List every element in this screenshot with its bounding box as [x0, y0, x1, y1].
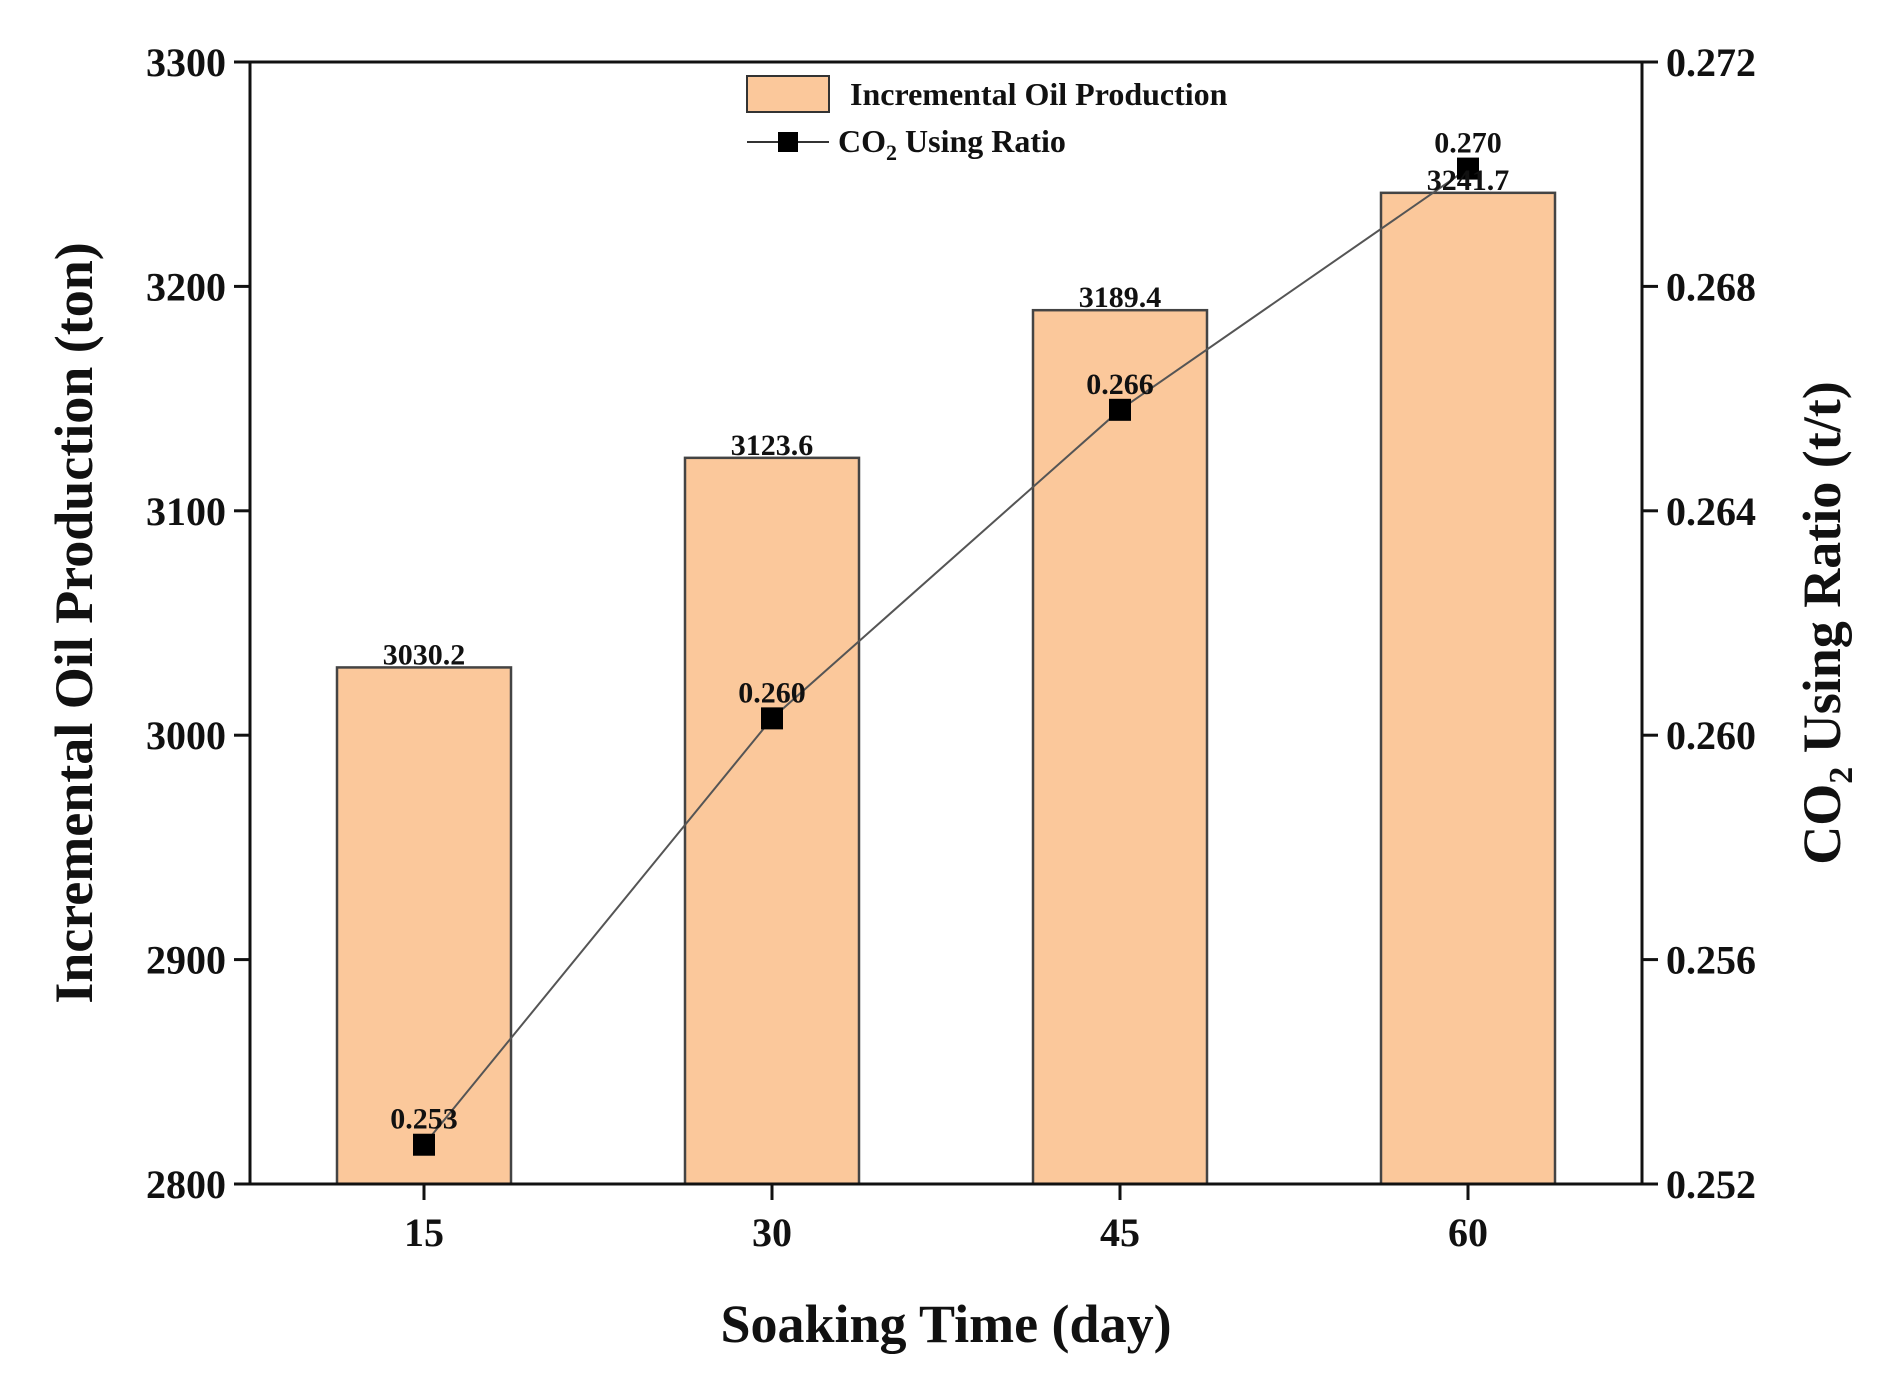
ratio-value-label-15: 0.253	[390, 1103, 458, 1136]
left-y-axis: 2800 2900 3000 3100 3200 3300	[146, 40, 250, 1207]
ratio-value-label-45: 0.266	[1086, 368, 1154, 401]
ratio-value-label-60: 0.270	[1434, 127, 1502, 160]
left-y-tick-label-3300: 3300	[146, 40, 226, 85]
legend-line-marker	[778, 132, 798, 152]
ratio-point-60	[1457, 157, 1479, 180]
bar-value-label-30: 3123.6	[731, 429, 814, 462]
right-y-tick-label-0.268: 0.268	[1666, 264, 1756, 309]
legend-bar-label: Incremental Oil Production	[850, 76, 1228, 112]
left-y-tick-label-3100: 3100	[146, 489, 226, 534]
right-y-axis-title: CO2 Using Ratio (t/t)	[1792, 381, 1860, 864]
legend-line-label: CO2 Using Ratio	[838, 123, 1066, 165]
bar-value-label-45: 3189.4	[1079, 281, 1162, 314]
legend: Incremental Oil Production CO2 Using Rat…	[746, 75, 1228, 165]
bar-value-label-60: 3241.7	[1427, 164, 1510, 197]
right-y-axis: 0.252 0.256 0.260 0.264 0.268 0.272	[1642, 40, 1756, 1207]
x-axis-title: Soaking Time (day)	[720, 1294, 1171, 1354]
x-tick-label-15: 15	[404, 1210, 444, 1255]
bar-45	[1031, 308, 1209, 1186]
right-y-tick-label-0.272: 0.272	[1666, 40, 1756, 85]
bar-value-label-15: 3030.2	[383, 638, 466, 671]
left-y-axis-title: Incremental Oil Production (ton)	[44, 242, 104, 1003]
legend-bar-swatch	[746, 75, 830, 113]
ratio-line	[423, 167, 1469, 1146]
x-tick-label-45: 45	[1100, 1210, 1140, 1255]
bar-30	[683, 456, 861, 1186]
right-y-tick-label-0.260: 0.260	[1666, 713, 1756, 758]
bar-series	[335, 191, 1557, 1186]
left-y-tick-label-3000: 3000	[146, 713, 226, 758]
x-tick-label-30: 30	[752, 1210, 792, 1255]
right-y-tick-label-0.252: 0.252	[1666, 1162, 1756, 1207]
ratio-point-45	[1109, 398, 1131, 421]
line-series	[413, 157, 1479, 1156]
left-y-tick-label-3200: 3200	[146, 264, 226, 309]
left-y-tick-label-2900: 2900	[146, 938, 226, 983]
plot-area-frame	[248, 60, 1644, 1186]
bar-60	[1379, 191, 1557, 1186]
data-labels: 3030.2 3123.6 3189.4 3241.7 0.253 0.260 0.266 0…	[383, 127, 1510, 1136]
ratio-point-30	[761, 707, 783, 730]
ratio-value-label-30: 0.260	[738, 676, 806, 709]
right-y-tick-label-0.264: 0.264	[1666, 489, 1756, 534]
x-axis: 15 30 45 60	[404, 1184, 1488, 1255]
right-y-tick-label-0.256: 0.256	[1666, 938, 1756, 983]
ratio-point-15	[413, 1133, 435, 1156]
left-y-tick-label-2800: 2800	[146, 1162, 226, 1207]
x-tick-label-60: 60	[1448, 1210, 1488, 1255]
bar-15	[335, 666, 513, 1186]
